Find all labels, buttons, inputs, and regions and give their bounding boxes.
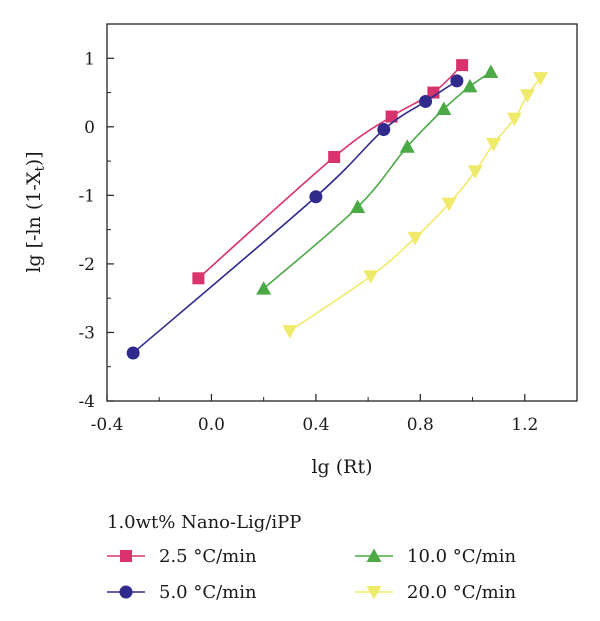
data-point <box>427 86 440 99</box>
series-line <box>263 71 492 290</box>
data-point <box>309 190 323 204</box>
y-axis: 1 0 -1 -2 -3 -4 <box>78 49 114 412</box>
data-point <box>350 199 366 214</box>
legend-label: 10.0 °C/min <box>407 546 516 567</box>
y-tick-label: 1 <box>84 49 95 69</box>
y-axis-title-end: )] <box>23 151 45 166</box>
data-point <box>532 72 548 86</box>
data-point <box>126 346 140 360</box>
x-axis: -0.4 0.0 0.4 0.8 1.2 <box>91 394 538 435</box>
y-axis-title-main: lg [-ln (1-X <box>23 171 45 273</box>
y-axis-title-subscript: t <box>33 165 48 171</box>
legend-item: 2.5 °C/min <box>107 546 257 567</box>
plot-frame <box>106 23 578 402</box>
series-1 <box>126 74 464 360</box>
data-point <box>419 94 433 108</box>
data-point <box>506 112 522 127</box>
series-layer <box>126 59 548 360</box>
data-point <box>485 137 501 152</box>
y-tick-label: -2 <box>78 255 95 275</box>
x-tick-label: -0.4 <box>91 415 124 435</box>
y-tick-label: 0 <box>84 118 95 138</box>
data-point <box>441 197 457 212</box>
x-axis-title: lg (Rt) <box>311 456 372 478</box>
legend-marker <box>119 585 133 599</box>
y-tick-label: -1 <box>78 186 95 206</box>
data-point <box>363 270 379 284</box>
data-point <box>519 89 535 103</box>
data-point <box>456 59 469 72</box>
data-point <box>385 110 398 123</box>
legend-label: 20.0 °C/min <box>407 582 516 603</box>
series-line <box>132 80 458 354</box>
legend-title: 1.0wt% Nano-Lig/iPP <box>107 512 301 533</box>
y-axis-title: lg [-ln (1-Xt)] <box>23 151 48 272</box>
legend-marker <box>120 550 132 562</box>
legend-label: 5.0 °C/min <box>159 582 257 603</box>
legend-marker <box>366 586 382 600</box>
data-point <box>282 325 298 339</box>
data-point <box>377 123 391 137</box>
legend-item: 5.0 °C/min <box>107 582 257 603</box>
data-point <box>399 139 415 153</box>
legend-marker <box>366 548 382 562</box>
data-point <box>256 281 272 295</box>
x-tick-label: 0.8 <box>407 415 434 435</box>
legend: 2.5 °C/min 10.0 °C/min 5.0 °C/min 20.0 °C/m… <box>107 546 516 603</box>
series-3 <box>282 72 548 339</box>
y-tick-label: -3 <box>78 323 95 343</box>
data-point <box>483 64 499 78</box>
x-tick-label: 1.2 <box>511 415 538 435</box>
data-point <box>450 74 464 88</box>
data-point <box>192 272 205 285</box>
data-point <box>436 101 452 115</box>
data-point <box>467 165 483 179</box>
x-tick-label: 0.0 <box>198 415 225 435</box>
y-tick-label: -4 <box>78 392 95 412</box>
series-2 <box>256 64 499 295</box>
x-tick-label: 0.4 <box>302 415 329 435</box>
legend-label: 2.5 °C/min <box>159 546 257 567</box>
legend-item: 20.0 °C/min <box>355 582 516 603</box>
data-point <box>462 78 478 93</box>
legend-item: 10.0 °C/min <box>355 546 516 567</box>
series-line <box>289 77 542 332</box>
series-0 <box>192 59 469 285</box>
data-point <box>328 150 341 163</box>
data-point <box>407 231 423 246</box>
